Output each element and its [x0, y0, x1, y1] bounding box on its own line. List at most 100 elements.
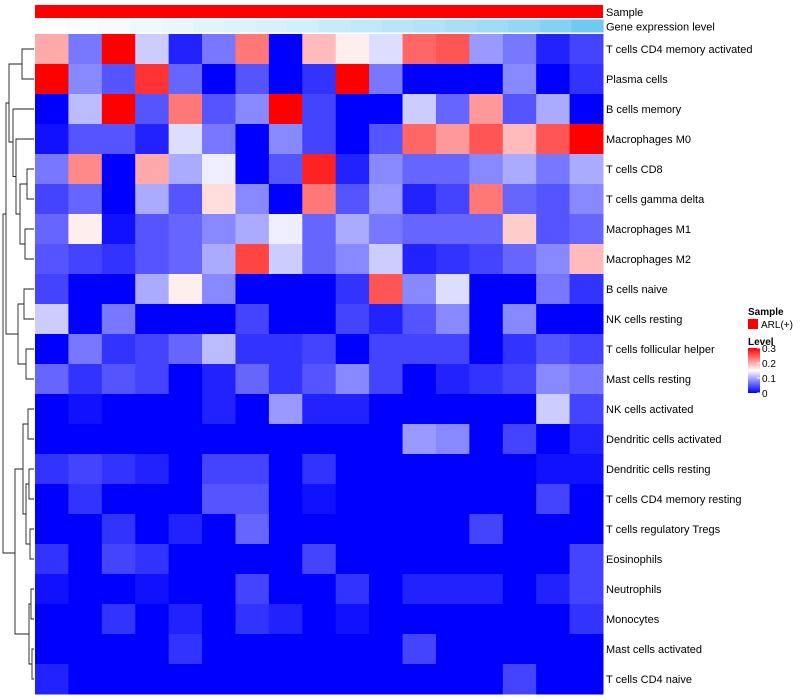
heatmap-cell — [68, 214, 103, 245]
heatmap-cell — [469, 394, 504, 425]
heatmap-cell — [35, 364, 69, 395]
heatmap-cell — [502, 634, 537, 665]
heatmap-cell — [168, 514, 203, 545]
heatmap-cell — [68, 514, 103, 545]
heatmap-cell — [168, 484, 203, 515]
gene-expression-level-cell — [539, 19, 573, 33]
heatmap-cell — [402, 64, 437, 95]
heatmap-cell — [402, 664, 437, 695]
heatmap-cell — [469, 484, 504, 515]
gene-expression-level-cell — [192, 19, 225, 33]
heatmap-cell — [202, 514, 236, 545]
heatmap-cell — [168, 544, 203, 575]
heatmap-cell — [569, 214, 604, 245]
heatmap-cell — [335, 274, 370, 305]
heatmap-cell — [68, 154, 103, 185]
heatmap-cell — [235, 154, 270, 185]
heatmap-cell — [469, 154, 504, 185]
heatmap-cell — [168, 214, 203, 245]
heatmap-cell — [268, 244, 303, 275]
heatmap-cell — [536, 544, 571, 575]
heatmap-cell — [101, 364, 136, 395]
row-label: NK cells resting — [606, 314, 682, 326]
heatmap-cell — [135, 424, 170, 455]
dendrogram-branch — [14, 468, 29, 635]
heatmap-cell — [35, 604, 69, 635]
heatmap-cell — [235, 64, 270, 95]
heatmap-cell — [335, 304, 370, 335]
heatmap-cell — [268, 604, 303, 635]
heatmap-cell — [402, 334, 437, 365]
heatmap-cell — [569, 514, 604, 545]
heatmap-cell — [68, 124, 103, 155]
heatmap-cell — [569, 574, 604, 605]
gene-expression-level-cell — [382, 19, 415, 33]
heatmap-cell — [235, 214, 270, 245]
heatmap-cell — [536, 574, 571, 605]
heatmap-cell — [402, 574, 437, 605]
heatmap-cell — [35, 514, 69, 545]
heatmap-cell — [369, 244, 404, 275]
heatmap-cell — [569, 424, 604, 455]
heatmap-cell — [101, 514, 136, 545]
heatmap-cell — [35, 484, 69, 515]
heatmap-cell — [135, 484, 170, 515]
heatmap-cell — [435, 364, 470, 395]
heatmap-cell — [235, 514, 270, 545]
heatmap-cell — [302, 154, 337, 185]
heatmap-cell — [335, 334, 370, 365]
heatmap-cell — [268, 334, 303, 365]
row-label: Plasma cells — [606, 74, 668, 86]
heatmap-cell — [135, 664, 170, 695]
heatmap-cell — [536, 34, 571, 65]
heatmap-cell — [502, 154, 537, 185]
heatmap-cell — [435, 124, 470, 155]
heatmap-cell — [268, 364, 303, 395]
heatmap-cell — [335, 604, 370, 635]
heatmap-cell — [202, 244, 236, 275]
dendrogram-branch — [26, 168, 34, 200]
heatmap-cell — [569, 604, 604, 635]
heatmap-cell — [302, 394, 337, 425]
heatmap-cell — [435, 184, 470, 215]
heatmap-cell — [268, 184, 303, 215]
heatmap-cell — [35, 334, 69, 365]
heatmap-cell — [435, 634, 470, 665]
heatmap-cell — [335, 514, 370, 545]
dendrogram-branch — [8, 63, 22, 143]
heatmap-cell — [268, 154, 303, 185]
heatmap-cell — [68, 664, 103, 695]
heatmap-cell — [402, 124, 437, 155]
heatmap-cell — [268, 664, 303, 695]
gene-expression-level-cell — [129, 19, 162, 33]
heatmap-cell — [302, 604, 337, 635]
heatmap-cell — [402, 394, 437, 425]
row-label: T cells regulatory Tregs — [606, 524, 721, 536]
heatmap-cell — [35, 454, 69, 485]
heatmap-cell — [168, 574, 203, 605]
heatmap-cell — [402, 364, 437, 395]
heatmap-cell — [469, 634, 504, 665]
heatmap-cell — [502, 334, 537, 365]
heatmap-cell — [235, 124, 270, 155]
heatmap-cell — [135, 634, 170, 665]
heatmap-cell — [35, 304, 69, 335]
heatmap-cell — [268, 544, 303, 575]
heatmap-cell — [536, 604, 571, 635]
row-label: T cells gamma delta — [606, 194, 705, 206]
heatmap-cell — [536, 334, 571, 365]
legend-sample-swatch — [748, 319, 758, 329]
heatmap-cell — [502, 454, 537, 485]
heatmap-cell — [68, 574, 103, 605]
heatmap-cell — [235, 604, 270, 635]
heatmap-cell — [35, 64, 69, 95]
heatmap-cell — [68, 184, 103, 215]
heatmap-cell — [68, 64, 103, 95]
heatmap-cell — [235, 364, 270, 395]
heatmap-cell — [235, 634, 270, 665]
heatmap-cell — [335, 214, 370, 245]
row-label: Dendritic cells activated — [606, 434, 722, 446]
heatmap-cell — [135, 514, 170, 545]
heatmap-cell — [536, 514, 571, 545]
heatmap-cell — [235, 34, 270, 65]
